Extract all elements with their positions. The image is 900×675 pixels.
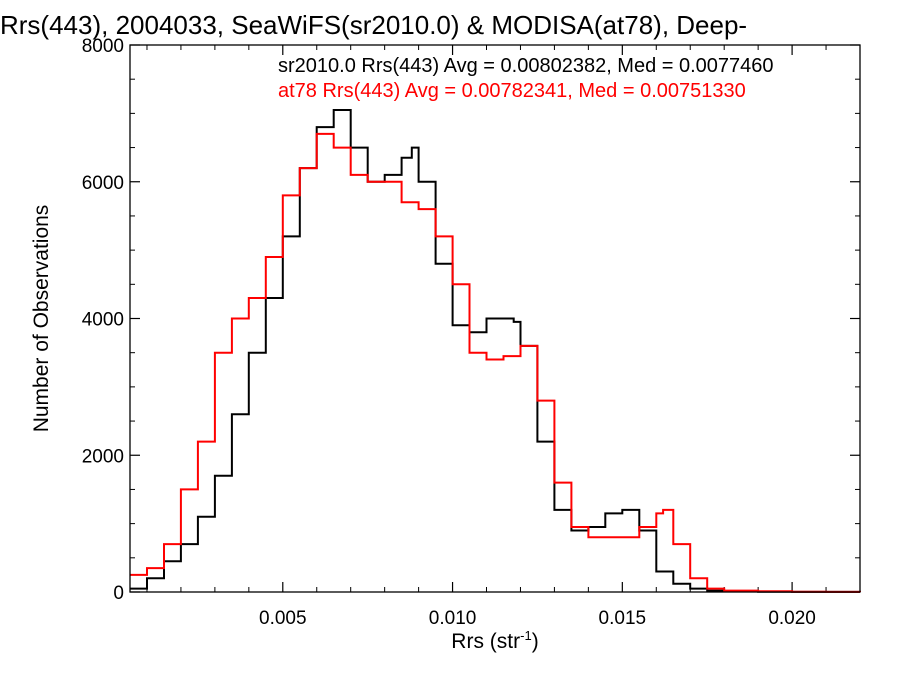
- x-axis-title-suffix: ): [532, 630, 539, 653]
- legend-entry-2: at78 Rrs(443) Avg = 0.00782341, Med = 0.…: [278, 80, 746, 102]
- y-tick-label: 8000: [82, 36, 124, 57]
- series-line-1: [130, 109, 861, 593]
- x-tick-label: 0.020: [768, 608, 816, 629]
- x-tick-label: 0.015: [599, 608, 647, 629]
- y-axis-title: Number of Observations: [30, 205, 53, 433]
- legend-entry-1: sr2010.0 Rrs(443) Avg = 0.00802382, Med …: [278, 55, 774, 77]
- y-tick-label: 4000: [82, 310, 124, 331]
- series-layer: [130, 109, 861, 593]
- chart-title: Rrs(443), 2004033, SeaWiFS(sr2010.0) & M…: [0, 10, 747, 40]
- x-tick-label: 0.005: [259, 608, 307, 629]
- axis-ticks: 0.005 0.010 0.015 0.020 0 2000 4000 6000 8000: [82, 36, 860, 629]
- y-tick-label: 6000: [82, 173, 124, 194]
- x-axis-title-main: Rrs (str: [451, 630, 520, 653]
- series-line-2: [130, 132, 861, 593]
- y-tick-label: 2000: [82, 446, 124, 467]
- x-tick-label: 0.010: [429, 608, 477, 629]
- plot-frame: [129, 44, 861, 593]
- legend: sr2010.0 Rrs(443) Avg = 0.00802382, Med …: [278, 55, 774, 102]
- y-tick-label: 0: [113, 583, 124, 604]
- x-axis-title: Rrs (str-1): [451, 628, 538, 653]
- x-axis-title-superscript: -1: [520, 628, 532, 643]
